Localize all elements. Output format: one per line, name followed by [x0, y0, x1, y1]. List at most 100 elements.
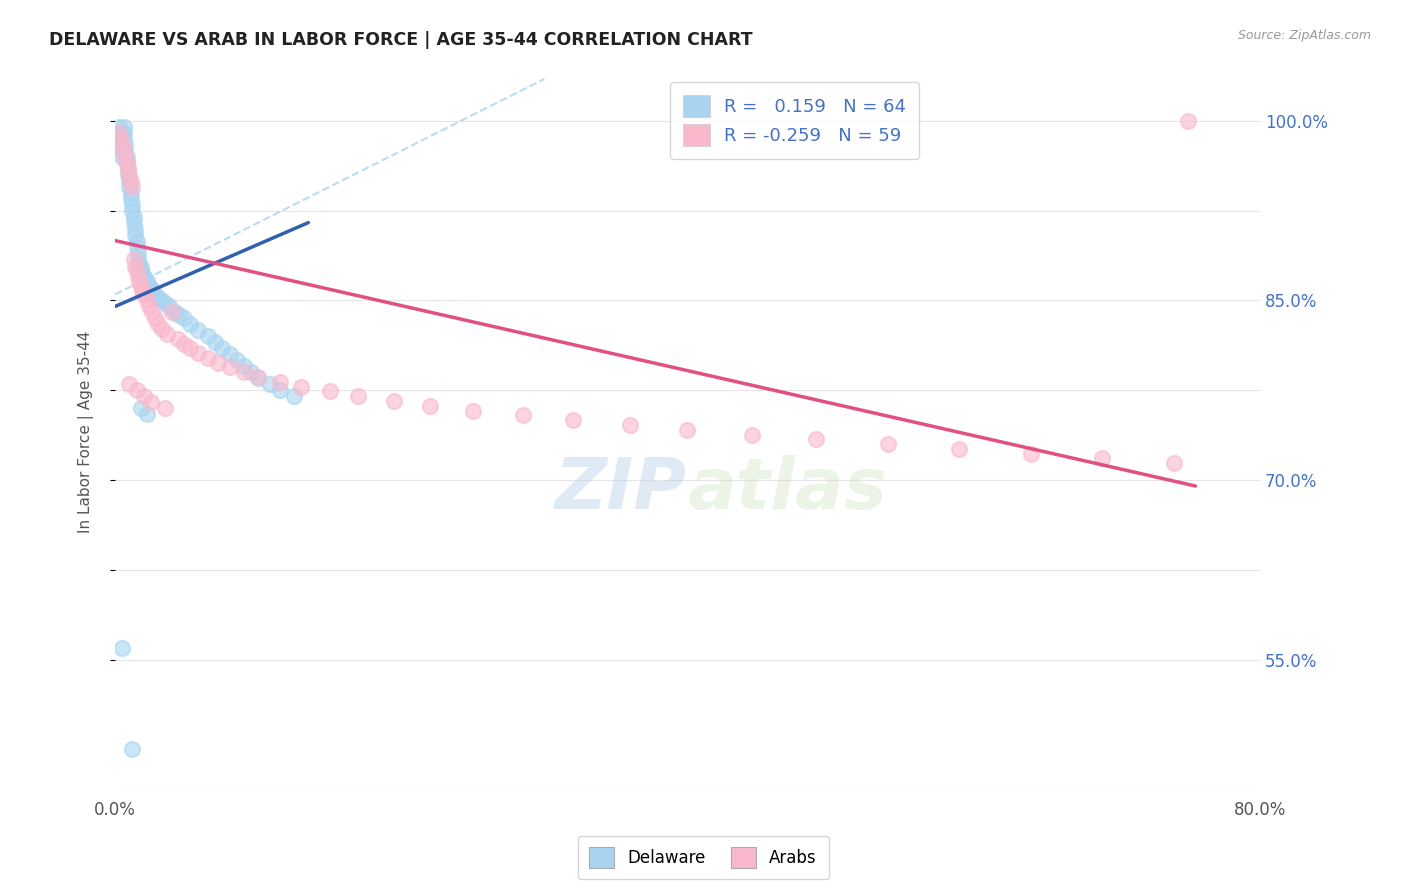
Point [129, 260, 152, 274]
Point [118, 168, 141, 182]
Point [118, 179, 141, 194]
Point [120, 174, 142, 188]
Point [619, 417, 641, 432]
Point [218, 347, 240, 361]
Point [139, 395, 162, 409]
Point [165, 305, 187, 319]
Point [127, 269, 149, 284]
Point [129, 263, 152, 277]
Legend: Delaware, Arabs: Delaware, Arabs [578, 836, 828, 880]
Point [283, 389, 305, 403]
Point [139, 281, 162, 295]
Point [259, 377, 281, 392]
Point [382, 394, 405, 409]
Point [131, 284, 153, 298]
Point [179, 318, 201, 332]
Point [121, 203, 143, 218]
Point [110, 137, 132, 152]
Point [132, 389, 155, 403]
Point [124, 260, 146, 274]
Point [806, 433, 828, 447]
Point [1019, 447, 1042, 461]
Point [111, 640, 134, 655]
Point [150, 322, 173, 336]
Text: Source: ZipAtlas.com: Source: ZipAtlas.com [1237, 29, 1371, 42]
Point [876, 437, 898, 451]
Point [179, 342, 201, 356]
Point [129, 401, 152, 416]
Point [225, 353, 247, 368]
Point [169, 308, 191, 322]
Point [114, 144, 136, 158]
Point [125, 263, 148, 277]
Point [187, 323, 209, 337]
Point [115, 155, 138, 169]
Point [129, 279, 152, 293]
Point [124, 221, 146, 235]
Point [135, 274, 157, 288]
Point [197, 329, 219, 343]
Point [143, 287, 166, 301]
Point [562, 413, 585, 427]
Point [232, 359, 254, 374]
Point [125, 239, 148, 253]
Point [132, 287, 155, 301]
Point [122, 252, 145, 266]
Point [153, 296, 176, 310]
Point [1177, 114, 1199, 128]
Point [121, 179, 143, 194]
Point [153, 401, 176, 416]
Point [118, 377, 141, 392]
Point [111, 137, 134, 152]
Point [159, 300, 181, 314]
Point [948, 442, 970, 456]
Point [121, 197, 143, 211]
Point [676, 423, 699, 437]
Point [114, 137, 136, 152]
Text: ZIP: ZIP [555, 455, 688, 524]
Point [128, 276, 150, 290]
Point [108, 120, 131, 134]
Legend: R =   0.159   N = 64, R = -0.259   N = 59: R = 0.159 N = 64, R = -0.259 N = 59 [671, 82, 920, 159]
Point [141, 284, 163, 298]
Point [187, 346, 209, 360]
Point [112, 120, 135, 134]
Point [117, 161, 139, 176]
Point [115, 155, 138, 169]
Point [173, 311, 195, 326]
Point [111, 150, 134, 164]
Point [232, 365, 254, 379]
Point [124, 227, 146, 242]
Point [247, 371, 270, 385]
Point [120, 186, 142, 200]
Point [122, 210, 145, 224]
Point [110, 132, 132, 146]
Point [347, 389, 370, 403]
Point [125, 383, 148, 397]
Point [114, 150, 136, 164]
Point [138, 300, 160, 314]
Point [141, 305, 163, 319]
Point [134, 272, 156, 286]
Point [269, 383, 291, 397]
Point [120, 192, 142, 206]
Point [211, 342, 233, 356]
Y-axis label: In Labor Force | Age 35-44: In Labor Force | Age 35-44 [79, 331, 94, 533]
Point [197, 351, 219, 365]
Point [512, 409, 534, 423]
Point [117, 168, 139, 182]
Text: DELAWARE VS ARAB IN LABOR FORCE | AGE 35-44 CORRELATION CHART: DELAWARE VS ARAB IN LABOR FORCE | AGE 35… [49, 31, 752, 49]
Point [135, 407, 157, 421]
Point [115, 150, 138, 164]
Point [138, 279, 160, 293]
Point [146, 291, 169, 305]
Point [207, 356, 229, 370]
Point [1163, 456, 1185, 470]
Point [131, 267, 153, 281]
Point [741, 427, 763, 442]
Point [121, 742, 143, 756]
Point [269, 375, 291, 389]
Point [108, 126, 131, 140]
Point [122, 216, 145, 230]
Point [143, 311, 166, 326]
